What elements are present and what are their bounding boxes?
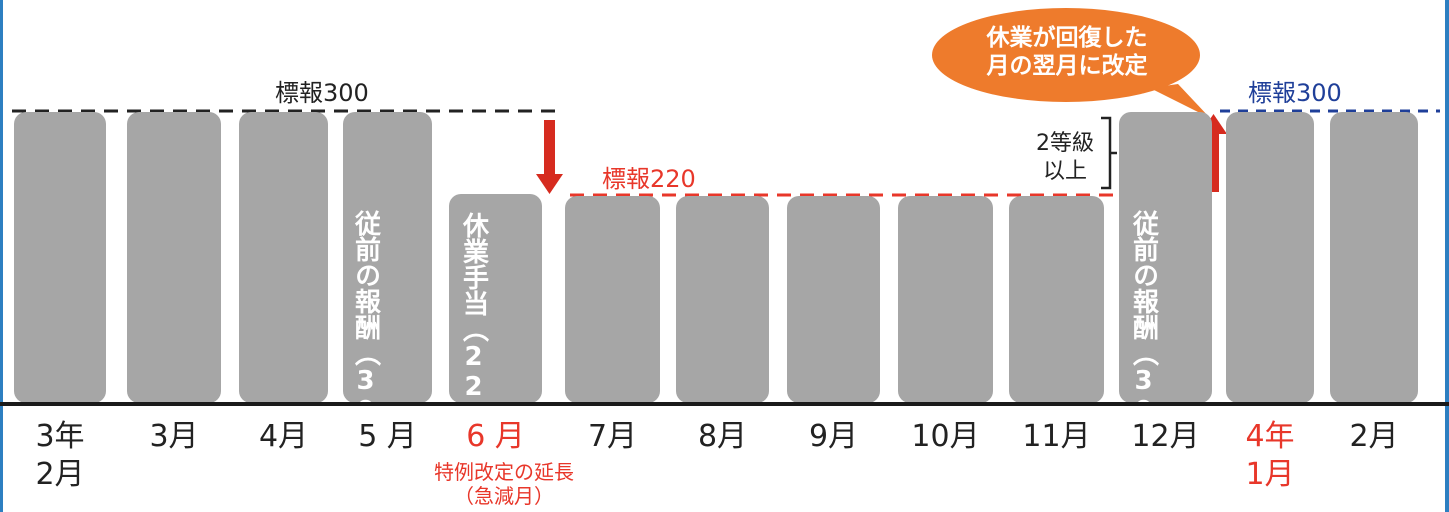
month-label-3: 4月 — [258, 419, 309, 454]
bar-12 — [1226, 112, 1314, 403]
level-label-300-right: 標報300 — [1248, 79, 1342, 107]
bar-3 — [239, 112, 328, 403]
bar-5-text: 休業手当（22万） — [458, 212, 489, 454]
month-label-11: 12月 — [1131, 419, 1200, 454]
june-note-line-2: （急減月） — [454, 484, 554, 508]
bar-1 — [14, 112, 106, 403]
bar-11-text: 従前の報酬（30万） — [1128, 210, 1159, 478]
month-label-4: 5 月 — [358, 419, 417, 454]
bar-11 — [1119, 112, 1212, 403]
june-note: 特例改定の延長 （急減月） — [404, 460, 604, 508]
bracket-label: 2等級 以上 — [1036, 130, 1094, 186]
callout-line-1: 休業が回復した — [986, 25, 1148, 51]
month-label-7: 8月 — [697, 419, 748, 454]
month-label-1: 3年 2月 — [35, 419, 85, 492]
bar-4-text: 従前の報酬（30万） — [350, 210, 381, 478]
month-label-9: 10月 — [911, 419, 980, 454]
callout-balloon — [932, 8, 1210, 118]
left-frame-border — [0, 0, 3, 512]
month-label-8: 9月 — [808, 419, 859, 454]
level-label-300-left: 標報300 — [275, 79, 369, 107]
bracket-line-1: 2等級 — [1036, 131, 1094, 156]
baseline — [0, 402, 1449, 406]
bar-5 — [449, 194, 542, 403]
bar-13 — [1330, 112, 1418, 403]
grade-bracket — [1101, 116, 1117, 190]
bar-8 — [787, 196, 880, 403]
month-label-5: 6 月 — [466, 419, 525, 454]
level-label-220: 標報220 — [602, 165, 696, 193]
right-frame-border — [1445, 0, 1449, 512]
month-label-12: 4年 1月 — [1245, 419, 1295, 492]
bar-10 — [1009, 196, 1104, 403]
callout-line-2: 月の翌月に改定 — [986, 53, 1148, 79]
bar-6 — [565, 196, 660, 403]
bar-2 — [127, 112, 221, 403]
month-label-10: 11月 — [1022, 419, 1091, 454]
bracket-line-2: 以上 — [1042, 159, 1087, 184]
june-note-line-1: 特例改定の延長 — [434, 460, 574, 484]
bar-4 — [343, 112, 432, 403]
callout-text: 休業が回復した 月の翌月に改定 — [942, 24, 1192, 80]
month-label-13: 2月 — [1349, 419, 1399, 454]
bar-7 — [676, 196, 769, 403]
bar-9 — [898, 196, 993, 403]
down-arrow — [536, 120, 563, 194]
month-label-6: 7月 — [587, 419, 638, 454]
month-label-2: 3月 — [149, 419, 199, 454]
